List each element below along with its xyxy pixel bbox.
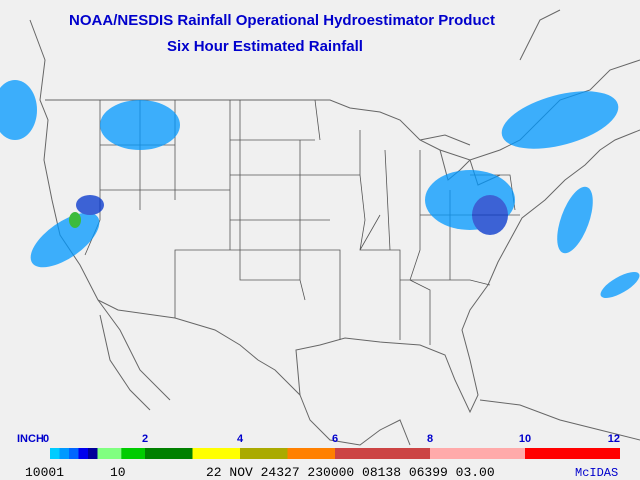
- legend-unit: INCH: [17, 433, 44, 445]
- color-band: [525, 448, 620, 459]
- color-band: [69, 448, 79, 459]
- color-band: [430, 448, 525, 459]
- legend-tick-label: 4: [237, 433, 244, 445]
- color-legend: INCH 0 2 4 6 8 10 12: [17, 433, 620, 459]
- rainfall: [0, 80, 640, 298]
- color-band: [287, 448, 335, 459]
- footer-brand: McIDAS: [575, 466, 618, 480]
- rain-area: [76, 195, 104, 215]
- legend-tick-label: 10: [519, 433, 531, 445]
- color-band: [121, 448, 145, 459]
- title: NOAA/NESDIS Rainfall Operational Hydroes…: [69, 12, 495, 29]
- color-band: [50, 448, 60, 459]
- rain-area: [600, 272, 640, 298]
- footer-station: 10001: [25, 465, 64, 480]
- footer-band: 10: [110, 465, 126, 480]
- rain-area: [501, 91, 619, 149]
- color-band: [145, 448, 193, 459]
- color-band: [97, 448, 122, 459]
- rain-area: [69, 212, 81, 228]
- color-band: [192, 448, 240, 459]
- rain-area: [472, 195, 508, 235]
- legend-tick-label: 2: [142, 433, 148, 445]
- color-band: [88, 448, 98, 459]
- basemap: [29, 9, 640, 446]
- rain-area: [557, 186, 593, 254]
- legend-tick-label: 12: [608, 433, 620, 445]
- color-band: [335, 448, 430, 459]
- rain-area: [0, 80, 37, 140]
- color-band: [240, 448, 288, 459]
- footer-info: 22 NOV 24327 230000 08138 06399 03.00: [206, 465, 495, 480]
- rain-area: [100, 100, 180, 150]
- rain-area: [30, 212, 100, 268]
- subtitle: Six Hour Estimated Rainfall: [167, 38, 363, 55]
- legend-tick-label: 8: [427, 433, 433, 445]
- color-band: [59, 448, 69, 459]
- legend-tick-label: 6: [332, 433, 338, 445]
- legend-tick-label: 0: [43, 433, 49, 445]
- color-band: [78, 448, 88, 459]
